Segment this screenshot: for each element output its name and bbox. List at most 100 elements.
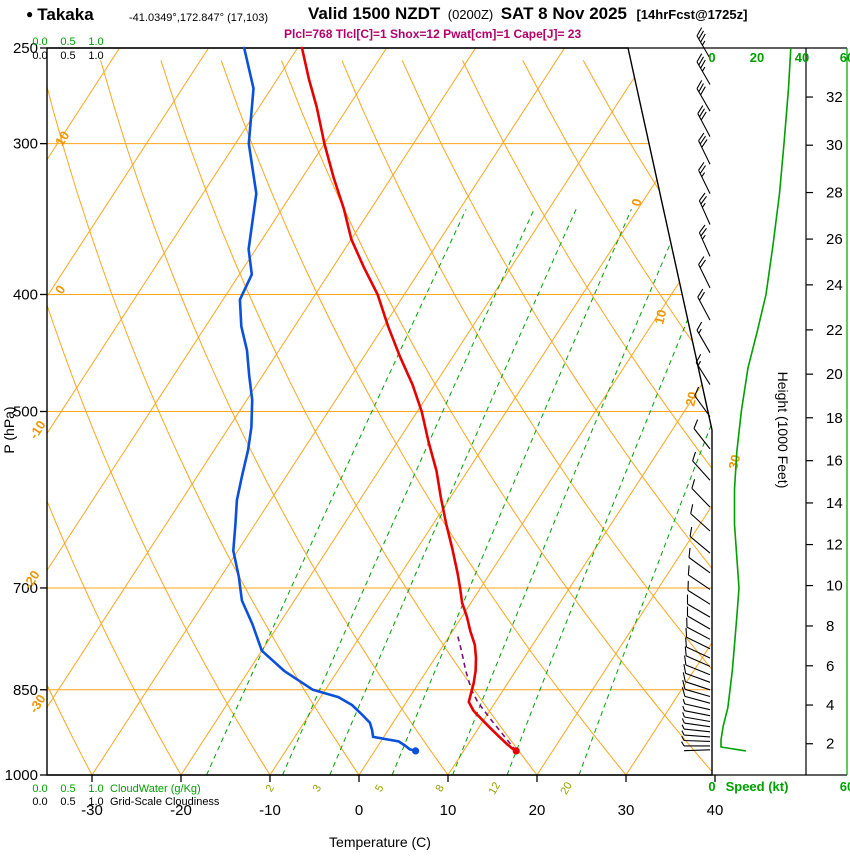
wind-barb [686, 617, 711, 640]
height-tick-label: 16 [826, 453, 843, 470]
valid-time: Valid 1500 NZDT [308, 4, 441, 23]
height-tick-label: 8 [826, 618, 834, 635]
wind-barb [682, 679, 711, 698]
wind-barb [692, 451, 711, 481]
pressure-axis-title: P (hPa) [1, 406, 17, 453]
wind-barb [685, 637, 711, 659]
dry-adiabat-gridline [47, 60, 182, 775]
temperature-tick-label: -30 [81, 802, 103, 819]
pressure-tick-label: 850 [13, 682, 38, 699]
wind-barb [681, 730, 711, 738]
wind-barb [696, 80, 711, 112]
temperature-tick-label: 10 [440, 802, 457, 819]
cloudiness-scale-tick-top: 0.5 [60, 50, 75, 62]
isotherm-label-left: 10 [52, 128, 72, 148]
wind-barb [693, 419, 711, 450]
wind-barb-column [681, 27, 711, 752]
station-coordinates: -41.0349°,172.847° (17,103) [129, 12, 269, 24]
isotherm-label-right: 20 [682, 390, 700, 408]
dry-adiabat-gridline [462, 60, 712, 775]
height-tick-label: 12 [826, 537, 843, 554]
temperature-tick-label: 0 [355, 802, 363, 819]
mixing-ratio-label: 20 [558, 780, 575, 797]
height-tick-label: 30 [826, 137, 843, 154]
outer-frame [47, 47, 847, 776]
wind-barb [697, 105, 711, 137]
wind-barb [686, 594, 711, 618]
wind-barb [698, 132, 711, 165]
speed-tick-label-top: 60 [840, 50, 850, 65]
height-tick-label: 2 [826, 736, 834, 753]
isotherm-label-right: 30 [725, 453, 743, 471]
mixing-ratio-label: 3 [311, 783, 324, 794]
parcel-path-curve [457, 636, 517, 752]
isotherm-label-right: 0 [628, 197, 644, 208]
wind-barb [696, 53, 711, 85]
height-tick-label: 26 [826, 231, 843, 248]
stability-indices: Plcl=768 Tlcl[C]=1 Shox=12 Pwat[cm]=1 Ca… [284, 27, 582, 41]
wind-barb [697, 288, 711, 321]
speed-tick-label-top: 40 [795, 50, 809, 65]
mixing-ratio-line [578, 209, 712, 775]
wind-barb [685, 627, 711, 650]
height-tick-label: 10 [826, 578, 843, 595]
isotherm-gridline [447, 48, 712, 775]
temperature-tick-label: 30 [618, 802, 635, 819]
chart-header: ● Takaka -41.0349°,172.847° (17,103) Vali… [0, 0, 850, 46]
mixing-ratio-line [329, 209, 577, 775]
dry-adiabat-gridline [401, 60, 712, 775]
pressure-tick-label: 500 [13, 404, 38, 421]
temperature-tick-label: -10 [259, 802, 281, 819]
mixing-ratio-label: 5 [373, 783, 386, 794]
wind-speed-curve [720, 47, 792, 752]
height-tick-label: 32 [826, 89, 843, 106]
cloudiness-scale-tick-bottom: 1.0 [88, 796, 103, 808]
cloudwater-scale-tick-bottom: 0.0 [32, 783, 47, 795]
x-axis-title: Temperature (C) [329, 834, 431, 850]
height-tick-label: 6 [826, 658, 834, 675]
right-axes: 24681012141618202224262830320020406060 [708, 47, 850, 794]
wind-barb [682, 672, 711, 691]
cloud-scales: 0.00.00.00.00.50.50.50.51.01.01.01.0 [32, 36, 103, 808]
dry-adiabat-gridline [341, 60, 712, 775]
mixing-ratio-label: 2 [264, 783, 277, 794]
cloudwater-scale-title: CloudWater (g/Kg) [110, 783, 201, 795]
speed-tick-label-top: 0 [708, 50, 715, 65]
wind-barb [681, 735, 711, 742]
pressure-tick-label: 700 [13, 580, 38, 597]
dry-adiabat-gridline [47, 60, 271, 775]
temperature-tick-label: 40 [707, 802, 724, 819]
wind-barb [681, 718, 711, 728]
height-tick-label: 20 [826, 366, 843, 383]
height-tick-label: 14 [826, 495, 843, 512]
pressure-tick-label: 250 [13, 40, 38, 57]
cloudiness-scale-tick-bottom: 0.0 [32, 796, 47, 808]
mixing-ratio-line [282, 209, 535, 775]
wind-barb [688, 547, 711, 574]
sounding-curves [232, 46, 520, 755]
mixing-ratio-line [391, 209, 632, 775]
surface-temperature-dot [512, 747, 520, 755]
wind-barb [687, 565, 711, 590]
isotherm-label-right: 10 [651, 308, 669, 326]
isotherm-label-left: -10 [26, 418, 49, 442]
speed-tick-label-bottom: 0 [708, 779, 715, 794]
temperature-tick-label: 20 [529, 802, 546, 819]
temperature-curve [300, 46, 518, 753]
cloudwater-scale-tick-top: 1.0 [88, 36, 103, 48]
wind-barb [683, 664, 711, 683]
wind-barb [684, 655, 711, 676]
speed-axis-title: Speed (kt) [726, 779, 789, 794]
cloudiness-scale-tick-bottom: 0.5 [60, 796, 75, 808]
valid-date: SAT 8 Nov 2025 [500, 4, 628, 23]
dry-adiabat-gridline [47, 60, 93, 775]
wind-barb [682, 698, 711, 711]
cloudwater-scale-tick-bottom: 1.0 [88, 783, 103, 795]
height-tick-label: 4 [826, 697, 834, 714]
valid-time-line: Valid 1500 NZDT (0200Z) SAT 8 Nov 2025 [… [308, 4, 747, 24]
wind-barb [683, 749, 711, 752]
